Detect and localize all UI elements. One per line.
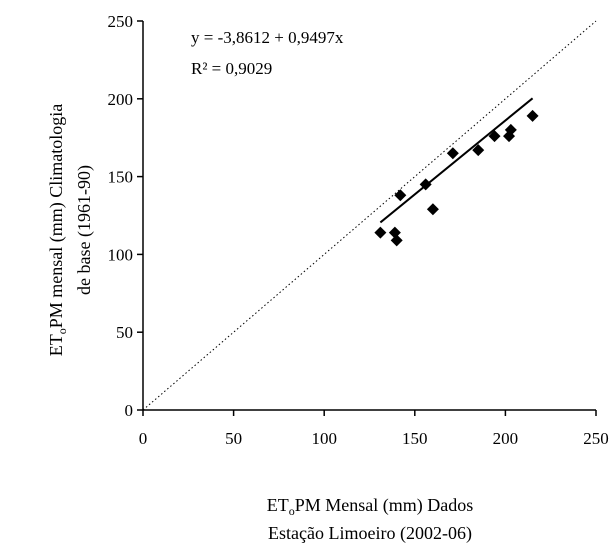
regression-line bbox=[379, 97, 534, 224]
data-point bbox=[419, 178, 432, 191]
y-tick-label: 0 bbox=[125, 401, 134, 420]
reference-line-1to1 bbox=[142, 20, 597, 411]
y-axis-title-line2: de base (1961-90) bbox=[74, 165, 94, 295]
data-points bbox=[374, 109, 539, 247]
data-point bbox=[390, 234, 403, 247]
x-axis-title: EToPM Mensal (mm) Dados Estação Limoeiro… bbox=[140, 494, 600, 544]
data-point bbox=[426, 203, 439, 216]
y-tick-label: 50 bbox=[116, 323, 133, 342]
data-point bbox=[472, 144, 485, 157]
r-squared-label: R² = 0,9029 bbox=[191, 59, 272, 78]
data-point bbox=[446, 147, 459, 160]
y-tick-label: 200 bbox=[108, 90, 134, 109]
y-tick-label: 150 bbox=[108, 168, 134, 187]
x-tick-label: 200 bbox=[493, 429, 519, 448]
data-point bbox=[488, 130, 501, 143]
x-axis-title-suffix: PM Mensal (mm) Dados bbox=[294, 495, 474, 515]
plot-area: 0 50 100 150 200 250 0 50 100 150 200 250 y = -3,8… bbox=[108, 12, 609, 448]
x-axis-title-prefix: ET bbox=[266, 495, 289, 515]
y-tick-label: 250 bbox=[108, 12, 134, 31]
x-tick-label: 0 bbox=[139, 429, 148, 448]
regression-equation: y = -3,8612 + 0,9497x bbox=[191, 28, 344, 47]
x-tick-label: 50 bbox=[225, 429, 242, 448]
y-axis-ticks: 0 50 100 150 200 250 bbox=[108, 12, 143, 420]
y-axis-title-prefix: ET bbox=[46, 334, 66, 357]
data-point bbox=[374, 226, 387, 239]
x-tick-label: 150 bbox=[402, 429, 428, 448]
data-point bbox=[526, 109, 539, 122]
data-point bbox=[394, 189, 407, 202]
y-axis-title-subscript: o bbox=[55, 328, 69, 335]
y-axis-title: EToPM mensal (mm) Climatologia de base (… bbox=[45, 65, 95, 395]
y-tick-label: 100 bbox=[108, 245, 134, 264]
y-axis-title-suffix: PM mensal (mm) Climatologia bbox=[46, 103, 66, 329]
x-tick-label: 100 bbox=[311, 429, 337, 448]
x-axis-title-line2: Estação Limoeiro (2002-06) bbox=[268, 523, 472, 543]
data-point bbox=[504, 123, 517, 136]
x-axis-ticks: 0 50 100 150 200 250 bbox=[139, 410, 609, 448]
x-axis-title-subscript: o bbox=[288, 504, 295, 518]
x-tick-label: 250 bbox=[583, 429, 609, 448]
